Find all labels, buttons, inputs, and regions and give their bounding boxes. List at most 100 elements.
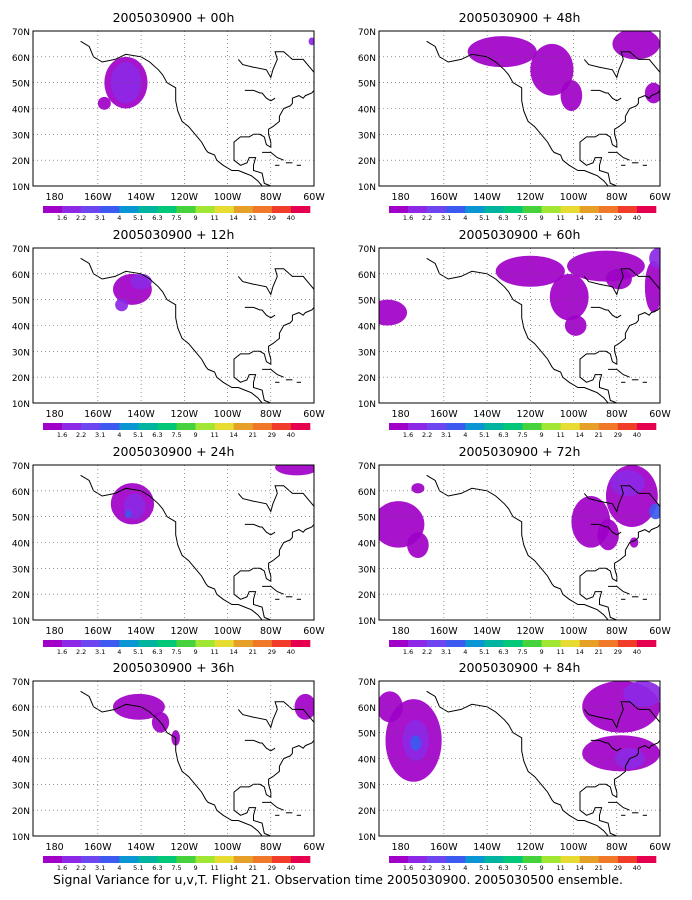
coastline [583,268,660,296]
y-tick-label: 20N [358,374,376,384]
map-panel: 2005030900 + 84h 10N 20N 30N 40N 50N 60N 70N 180… [358,660,672,872]
x-tick-label: 120W [517,626,545,637]
colorbar-swatch [157,423,177,430]
colorbar-swatch [465,206,485,213]
coastline [262,585,284,595]
colorbar-swatch [62,640,82,647]
colorbar-swatch [138,206,158,213]
variance-region [379,691,403,723]
map-frame [378,680,661,837]
colorbar-swatch [522,423,542,430]
colorbar-label: 5.1 [479,214,489,222]
colorbar-swatch [446,856,466,863]
colorbar-swatch [157,206,177,213]
panel-title: 2005030900 + 12h [113,227,235,242]
coastline [237,701,314,729]
y-tick-label: 70N [12,462,30,472]
colorbar-label: 6.3 [152,431,162,439]
x-tick-label: 120W [517,409,545,420]
colorbar-label: 1.6 [57,431,67,439]
coastline [237,268,314,296]
colorbar-label: 11 [557,431,565,439]
colorbar-swatch [100,640,120,647]
coastline [608,585,630,595]
variance-region [379,299,408,326]
coastline [237,485,314,513]
colorbar-label: 40 [633,864,641,872]
panel-title: 2005030900 + 60h [459,227,581,242]
map-frame [378,464,661,621]
y-tick-label: 40N [358,540,376,550]
x-tick-label: 140W [473,192,501,203]
colorbar-swatch [408,640,428,647]
colorbar-swatch [195,423,215,430]
colorbar-label: 14 [576,864,584,872]
x-tick-label: 100W [560,842,588,853]
colorbar-label: 4 [463,431,467,439]
coastline [244,523,276,536]
x-tick-label: 100W [214,409,242,420]
y-tick-label: 60N [358,488,376,498]
y-tick-label: 60N [12,271,30,281]
colorbar-swatch [560,856,581,863]
x-tick-label: 140W [127,626,155,637]
variance-region [560,80,583,112]
map-area [33,465,314,620]
coastline [426,474,610,620]
y-tick-label: 30N [358,781,376,791]
y-tick-label: 30N [12,565,30,575]
colorbar-label: 7.5 [171,431,181,439]
coastline [80,40,264,186]
colorbar-swatch [636,423,657,430]
colorbar-swatch [560,423,581,430]
colorbar-label: 4 [463,864,467,872]
colorbar-label: 21 [595,431,603,439]
x-tick-label: 120W [171,409,199,420]
colorbar-swatch [81,640,101,647]
x-tick-label: 120W [517,192,545,203]
colorbar-swatch [62,206,82,213]
y-tick-label: 70N [12,28,30,38]
y-tick-label: 40N [12,540,30,550]
x-tick-label: 60W [649,842,671,853]
colorbar-label: 1.6 [403,431,413,439]
panel-title: 2005030900 + 84h [459,660,581,675]
colorbar-label: 7.5 [171,864,181,872]
x-tick-label: 180 [46,626,64,637]
colorbar-swatch [233,423,254,430]
y-tick-label: 40N [358,323,376,333]
x-tick-label: 60W [303,626,325,637]
colorbar-swatch [252,856,273,863]
colorbar-swatch [617,640,638,647]
x-tick-label: 60W [649,192,671,203]
colorbar-label: 29 [268,214,276,222]
variance-region [623,681,660,707]
y-tick-label: 10N [358,183,376,193]
colorbar-label: 11 [211,864,219,872]
map-panel: 2005030900 + 48h 10N 20N 30N 40N 50N 60N 70N 180… [358,10,672,222]
colorbar-label: 21 [249,431,257,439]
colorbar-swatch [636,206,657,213]
colorbar-label: 5.1 [133,864,143,872]
colorbar-label: 9 [194,648,198,656]
colorbar-swatch [214,856,235,863]
colorbar-swatch [271,423,292,430]
colorbar-label: 11 [557,214,565,222]
colorbar-label: 3.1 [95,648,105,656]
x-tick-label: 120W [171,192,199,203]
colorbar-swatch [290,856,311,863]
colorbar-swatch [233,206,254,213]
colorbar-swatch [408,856,428,863]
colorbar-label: 3.1 [441,648,451,656]
variance-region [407,532,429,558]
x-tick-label: 160W [430,626,458,637]
colorbar-swatch [636,640,657,647]
colorbar-label: 6.3 [498,431,508,439]
colorbar-label: 40 [287,864,295,872]
coastline [244,739,276,752]
colorbar-swatch [81,206,101,213]
x-tick-label: 140W [473,626,501,637]
panel-title: 2005030900 + 48h [459,10,581,25]
x-tick-label: 180 [392,626,410,637]
colorbar-label: 6.3 [152,864,162,872]
